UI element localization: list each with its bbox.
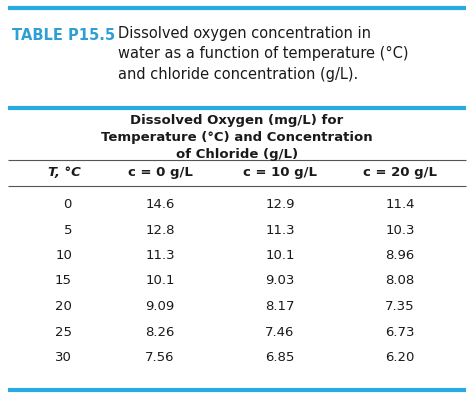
Text: 8.08: 8.08 — [385, 275, 415, 287]
Text: 7.56: 7.56 — [145, 351, 175, 364]
Text: 10.1: 10.1 — [265, 249, 295, 262]
Text: 6.20: 6.20 — [385, 351, 415, 364]
Text: c = 20 g/L: c = 20 g/L — [363, 166, 437, 179]
Text: 20: 20 — [55, 300, 72, 313]
Text: 9.09: 9.09 — [146, 300, 174, 313]
Text: 25: 25 — [55, 326, 72, 339]
Text: 10: 10 — [55, 249, 72, 262]
Text: 7.35: 7.35 — [385, 300, 415, 313]
Text: 8.96: 8.96 — [385, 249, 415, 262]
Text: 15: 15 — [55, 275, 72, 287]
Text: 11.3: 11.3 — [145, 249, 175, 262]
Text: TABLE P15.5: TABLE P15.5 — [12, 28, 115, 43]
Text: 8.17: 8.17 — [265, 300, 295, 313]
Text: 9.03: 9.03 — [265, 275, 295, 287]
Text: 11.3: 11.3 — [265, 224, 295, 236]
Text: T, °C: T, °C — [48, 166, 81, 179]
Text: 30: 30 — [55, 351, 72, 364]
Text: 8.26: 8.26 — [146, 326, 175, 339]
Text: Dissolved Oxygen (mg/L) for
Temperature (°C) and Concentration
of Chloride (g/L): Dissolved Oxygen (mg/L) for Temperature … — [101, 114, 373, 161]
Text: Dissolved oxygen concentration in
water as a function of temperature (°C)
and ch: Dissolved oxygen concentration in water … — [118, 26, 409, 82]
Text: 12.9: 12.9 — [265, 198, 295, 211]
Text: c = 10 g/L: c = 10 g/L — [243, 166, 317, 179]
Text: 12.8: 12.8 — [145, 224, 175, 236]
Text: 10.3: 10.3 — [385, 224, 415, 236]
Text: 5: 5 — [64, 224, 72, 236]
Text: c = 0 g/L: c = 0 g/L — [128, 166, 192, 179]
Text: 0: 0 — [64, 198, 72, 211]
Text: 6.73: 6.73 — [385, 326, 415, 339]
Text: 7.46: 7.46 — [265, 326, 295, 339]
Text: 14.6: 14.6 — [146, 198, 175, 211]
Text: 6.85: 6.85 — [265, 351, 295, 364]
Text: 10.1: 10.1 — [145, 275, 175, 287]
Text: 11.4: 11.4 — [385, 198, 415, 211]
